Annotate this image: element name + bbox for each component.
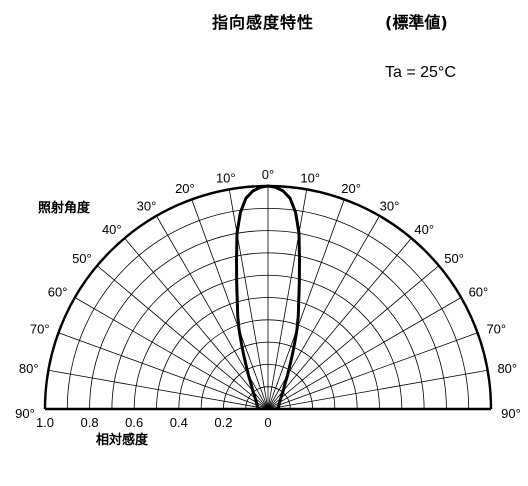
chart-title: 指向感度特性 [212, 13, 315, 32]
temperature-condition: Ta = 25°C [385, 64, 456, 81]
polar-grid [43, 184, 493, 411]
angle-tick-label: 20° [341, 181, 361, 196]
angle-tick-label: 30° [380, 199, 400, 214]
radial-tick-label: 0.2 [214, 415, 232, 430]
angle-tick-label: 90° [501, 406, 521, 421]
angle-tick-label: 70° [486, 322, 506, 337]
radial-axis-label: 相対感度 [96, 432, 149, 447]
angle-tick-label: 0° [262, 167, 274, 182]
grid-spoke [267, 332, 478, 410]
grid-spoke [48, 369, 269, 410]
angle-tick-label: 70° [30, 322, 50, 337]
angle-tick-label: 80° [497, 361, 517, 376]
radial-tick-labels: 1.0 0.8 0.6 0.4 0.2 0 [36, 415, 272, 430]
angle-tick-label: 50° [444, 251, 464, 266]
grid-spoke [124, 237, 269, 410]
grid-spoke [228, 189, 269, 410]
radial-tick-label: 0 [264, 415, 271, 430]
angle-tick-label: 30° [137, 199, 157, 214]
angle-tick-label: 40° [414, 222, 434, 237]
radial-tick-label: 0.4 [170, 415, 188, 430]
grid-spoke [58, 332, 269, 410]
grid-spoke [267, 265, 440, 410]
angle-tick-label: 20° [175, 181, 195, 196]
chart-subtitle: (標準値) [385, 13, 448, 32]
grid-spoke [191, 199, 269, 410]
grid-spoke [267, 369, 488, 410]
angle-tick-label: 60° [48, 285, 68, 300]
directivity-curve [235, 184, 301, 410]
grid-spoke [267, 199, 345, 410]
grid-spoke [74, 297, 269, 410]
angle-tick-label: 90° [15, 406, 35, 421]
angle-tick-labels: 0° 10° 10° 20° 20° 30° 30° 40° 40° 50° 50° 60° 60° 70… [15, 167, 521, 421]
angle-tick-label: 10° [216, 171, 236, 186]
angle-tick-label: 40° [102, 222, 122, 237]
radial-tick-label: 0.8 [81, 415, 99, 430]
grid-spoke [267, 237, 412, 410]
radial-tick-label: 1.0 [36, 415, 54, 430]
angle-tick-label: 80° [19, 361, 39, 376]
angle-tick-label: 50° [72, 251, 92, 266]
grid-spoke [267, 297, 462, 410]
angle-tick-label: 10° [300, 171, 320, 186]
angle-axis-label: 照射角度 [38, 200, 91, 215]
grid-spoke [267, 189, 308, 410]
angle-tick-label: 60° [469, 285, 489, 300]
grid-spoke [96, 265, 269, 410]
radial-tick-label: 0.6 [125, 415, 143, 430]
